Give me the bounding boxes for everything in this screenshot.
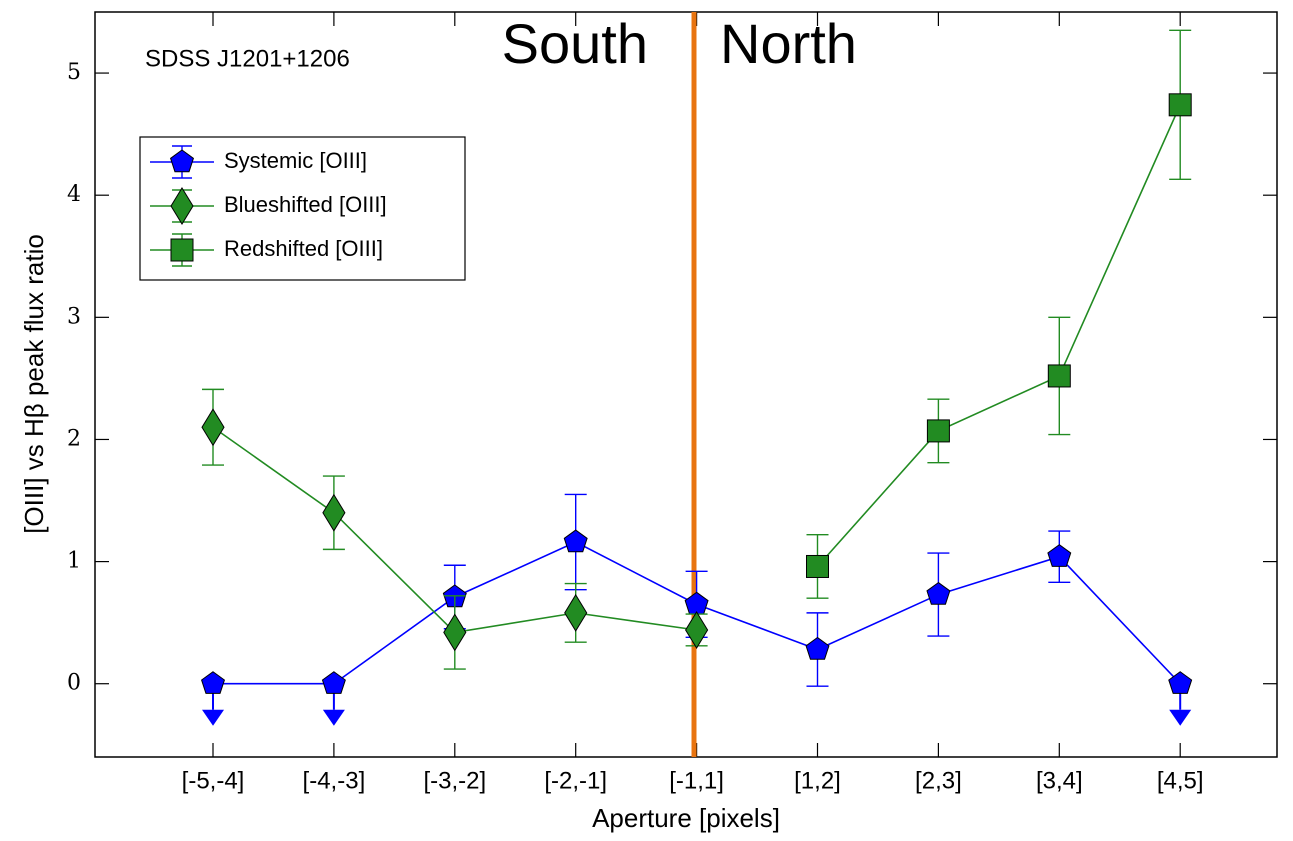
marker — [564, 593, 588, 632]
y-axis-label: [OIII] vs Hβ peak flux ratio — [19, 234, 49, 534]
region-label: North — [720, 12, 857, 75]
marker — [1047, 364, 1071, 388]
x-tick-label: [-2,-1] — [544, 767, 607, 794]
y-tick-label: 4 — [67, 182, 81, 207]
marker — [926, 581, 951, 605]
marker — [1047, 544, 1072, 567]
legend-label: Systemic [OIII] — [224, 148, 367, 173]
x-tick-label: [-5,-4] — [182, 767, 245, 794]
legend-marker — [170, 238, 194, 262]
marker — [805, 636, 830, 660]
marker — [563, 529, 588, 553]
upper-limit-arrow — [322, 709, 345, 726]
marker — [201, 408, 225, 447]
y-tick-label: 5 — [67, 60, 81, 85]
x-tick-label: [3,4] — [1036, 767, 1083, 794]
x-tick-label: [2,3] — [915, 767, 962, 794]
x-tick-label: [-3,-2] — [423, 767, 486, 794]
legend-marker — [170, 187, 194, 225]
marker — [443, 613, 467, 652]
series-line — [816, 104, 1181, 568]
marker — [322, 493, 346, 532]
marker — [806, 554, 829, 578]
legend-box — [139, 136, 466, 281]
marker — [321, 671, 346, 694]
marker — [1168, 93, 1192, 117]
plot-frame — [94, 11, 1278, 758]
annotation: SDSS J1201+1206 — [145, 45, 350, 72]
legend-marker — [169, 149, 195, 173]
legend-label: Blueshifted [OIII] — [224, 192, 387, 217]
marker — [685, 611, 709, 649]
marker — [200, 671, 226, 694]
legend-label: Redshifted [OIII] — [224, 236, 383, 261]
upper-limit-arrow — [1169, 709, 1192, 726]
region-label: South — [502, 12, 648, 75]
x-tick-label: [1,2] — [794, 767, 841, 794]
y-tick-label: 0 — [67, 671, 81, 696]
marker — [1168, 671, 1193, 694]
marker — [926, 419, 950, 443]
x-tick-label: [-4,-3] — [303, 767, 366, 794]
x-tick-label: [-1,1] — [669, 767, 724, 794]
marker — [684, 591, 709, 615]
y-tick-label: 3 — [67, 304, 81, 329]
y-tick-label: 2 — [67, 426, 81, 451]
upper-limit-arrow — [202, 709, 224, 726]
y-tick-label: 1 — [67, 549, 81, 574]
x-axis-label: Aperture [pixels] — [592, 803, 780, 833]
x-tick-label: [4,5] — [1157, 767, 1204, 794]
